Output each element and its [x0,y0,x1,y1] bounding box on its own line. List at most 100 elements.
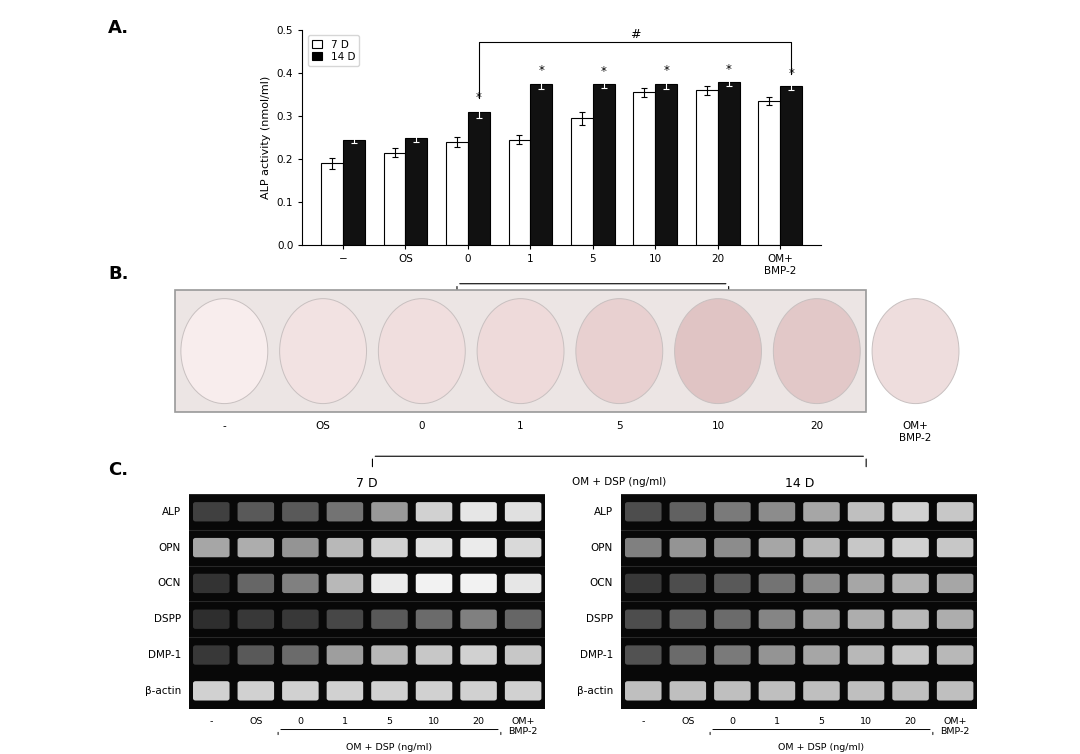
Text: DMP-1: DMP-1 [148,650,181,660]
Text: OS: OS [681,716,694,725]
Ellipse shape [576,299,663,403]
FancyBboxPatch shape [670,609,706,629]
Text: *: * [600,65,607,78]
Bar [758,101,780,245]
Text: OM+
BMP-2: OM+ BMP-2 [941,716,970,736]
FancyBboxPatch shape [238,502,274,522]
Text: DSPP: DSPP [153,615,181,624]
Bar [656,84,677,245]
FancyBboxPatch shape [804,681,840,700]
FancyBboxPatch shape [416,645,453,665]
FancyBboxPatch shape [238,609,274,629]
FancyBboxPatch shape [372,538,408,557]
Ellipse shape [773,299,861,403]
FancyBboxPatch shape [848,574,885,593]
Text: OCN: OCN [590,578,613,588]
FancyBboxPatch shape [416,538,453,557]
FancyBboxPatch shape [848,538,885,557]
FancyBboxPatch shape [714,681,751,700]
Bar [780,86,802,245]
FancyBboxPatch shape [326,574,363,593]
Legend: 7 D, 14 D: 7 D, 14 D [308,35,360,66]
FancyBboxPatch shape [936,574,973,593]
FancyBboxPatch shape [758,681,795,700]
FancyBboxPatch shape [714,574,751,593]
Text: A.: A. [108,19,130,37]
FancyBboxPatch shape [758,538,795,557]
Bar [446,142,468,245]
Text: *: * [663,64,670,77]
Text: OM+
BMP-2: OM+ BMP-2 [509,716,538,736]
FancyBboxPatch shape [758,609,795,629]
Text: 5: 5 [616,421,622,431]
Bar [343,139,365,245]
FancyBboxPatch shape [936,538,973,557]
FancyBboxPatch shape [936,502,973,522]
Bar [189,673,545,709]
FancyBboxPatch shape [936,645,973,665]
Ellipse shape [675,299,761,403]
Text: β-actin: β-actin [145,686,181,696]
FancyBboxPatch shape [892,645,929,665]
Bar [621,529,977,566]
FancyBboxPatch shape [326,645,363,665]
Text: OM + DSP (ng/ml): OM + DSP (ng/ml) [779,743,864,752]
FancyBboxPatch shape [504,574,541,593]
Text: *: * [788,67,794,80]
FancyBboxPatch shape [326,502,363,522]
Text: 10: 10 [428,716,440,725]
Bar [593,84,615,245]
FancyBboxPatch shape [193,609,230,629]
FancyBboxPatch shape [670,645,706,665]
FancyBboxPatch shape [372,645,408,665]
Text: OCN: OCN [158,578,181,588]
FancyBboxPatch shape [460,681,497,700]
FancyBboxPatch shape [670,681,706,700]
FancyBboxPatch shape [372,609,408,629]
FancyBboxPatch shape [758,574,795,593]
Text: OM + DSP (ng/ml): OM + DSP (ng/ml) [347,743,432,752]
Bar [189,566,545,602]
Bar [621,602,977,637]
FancyBboxPatch shape [238,645,274,665]
FancyBboxPatch shape [804,538,840,557]
Text: 10: 10 [712,421,725,431]
FancyBboxPatch shape [892,609,929,629]
Bar [621,673,977,709]
FancyBboxPatch shape [804,645,840,665]
Bar [621,566,977,602]
Bar [405,139,428,245]
FancyBboxPatch shape [372,502,408,522]
Text: 5: 5 [387,716,392,725]
Ellipse shape [477,299,564,403]
Text: OS: OS [249,716,262,725]
Text: DSPP: DSPP [585,615,613,624]
FancyBboxPatch shape [282,574,319,593]
FancyBboxPatch shape [460,502,497,522]
Bar [696,90,718,245]
FancyBboxPatch shape [326,538,363,557]
FancyBboxPatch shape [282,502,319,522]
Title: 7 D: 7 D [356,477,378,490]
FancyBboxPatch shape [193,502,230,522]
FancyBboxPatch shape [460,538,497,557]
Text: OPN: OPN [591,543,613,553]
FancyBboxPatch shape [848,609,885,629]
Text: DMP-1: DMP-1 [580,650,613,660]
Text: 0: 0 [419,421,426,431]
FancyBboxPatch shape [372,681,408,700]
Text: ALP: ALP [594,507,613,516]
FancyBboxPatch shape [504,681,541,700]
Ellipse shape [378,299,465,403]
Text: OM+
BMP-2: OM+ BMP-2 [900,421,932,443]
Ellipse shape [180,299,268,403]
FancyBboxPatch shape [238,574,274,593]
FancyBboxPatch shape [326,609,363,629]
FancyBboxPatch shape [193,681,230,700]
Bar [189,494,545,529]
FancyBboxPatch shape [193,645,230,665]
FancyBboxPatch shape [504,502,541,522]
FancyBboxPatch shape [175,290,866,412]
Text: -: - [210,716,213,725]
Title: 14 D: 14 D [784,477,814,490]
